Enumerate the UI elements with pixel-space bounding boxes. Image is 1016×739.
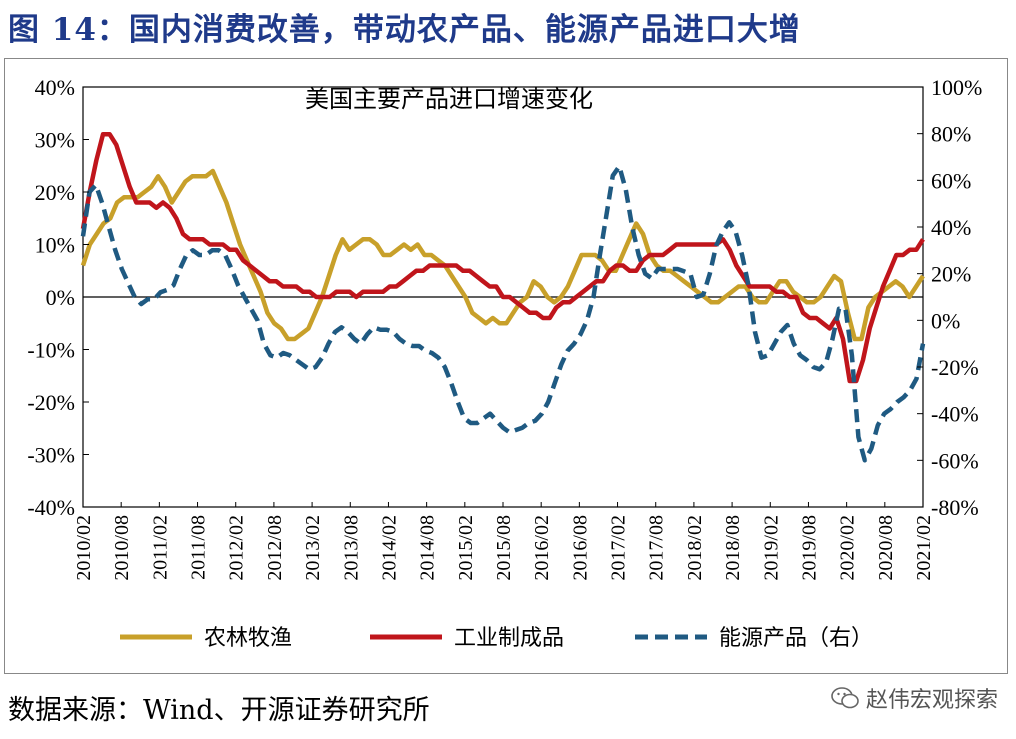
right-tick-label: 100% xyxy=(931,75,982,100)
data-source-note: 数据来源：Wind、开源证券研究所 xyxy=(8,695,430,726)
x-tick-label: 2013/02 xyxy=(302,515,324,581)
left-tick-label: 10% xyxy=(35,233,75,258)
x-tick-label: 2016/08 xyxy=(569,515,591,581)
left-tick-label: -20% xyxy=(27,390,75,415)
left-tick-label: -40% xyxy=(27,495,75,520)
x-tick-label: 2021/02 xyxy=(913,515,935,581)
x-tick-label: 2012/08 xyxy=(264,515,286,581)
right-tick-label: 80% xyxy=(931,122,971,147)
series-line-1 xyxy=(80,168,925,342)
legend-label-3: 能源产品（右） xyxy=(719,626,873,651)
right-tick-label: -20% xyxy=(931,355,979,380)
chart-container: 美国主要产品进口增速变化 -40% -30% -20% -10% 0% 10% 20% 30% 4… xyxy=(4,58,1008,674)
x-tick-label: 2015/02 xyxy=(455,515,477,581)
x-tick-label: 2019/02 xyxy=(760,515,782,581)
series-line-3 xyxy=(80,164,926,463)
x-tick-label: 2017/02 xyxy=(608,515,630,581)
right-tick-label: -80% xyxy=(931,495,979,520)
watermark-label: 赵伟宏观探索 xyxy=(865,688,998,713)
right-tick-label: 60% xyxy=(931,168,971,193)
legend-label-1: 农林牧渔 xyxy=(204,626,292,651)
watermark: 赵伟宏观探索 xyxy=(830,682,998,714)
legend-label-2: 工业制成品 xyxy=(454,626,564,651)
x-tick-label: 2011/08 xyxy=(188,515,210,580)
right-tick-label: -60% xyxy=(931,448,979,473)
x-tick-label: 2014/08 xyxy=(417,515,439,581)
left-tick-label: 0% xyxy=(46,285,75,310)
x-tick-label: 2010/08 xyxy=(111,515,133,581)
x-tick-label: 2015/08 xyxy=(493,515,515,581)
left-tick-label: -10% xyxy=(27,338,75,363)
x-tick-label: 2013/08 xyxy=(340,515,362,581)
x-tick-label: 2019/08 xyxy=(798,515,820,581)
figure-title: 图 14：国内消费改善，带动农产品、能源产品进口大增 xyxy=(8,12,801,48)
x-tick-label: 2020/08 xyxy=(875,515,897,581)
x-tick-label: 2017/08 xyxy=(646,515,668,581)
left-tick-label: 40% xyxy=(35,75,75,100)
right-tick-label: 40% xyxy=(931,215,971,240)
left-tick-label: -30% xyxy=(27,443,75,468)
right-tick-label: -40% xyxy=(931,402,979,427)
x-tick-label: 2012/02 xyxy=(226,515,248,581)
x-tick-label: 2016/02 xyxy=(531,515,553,581)
right-tick-label: 20% xyxy=(931,262,971,287)
chart-title: 美国主要产品进口增速变化 xyxy=(305,85,593,113)
wechat-icon xyxy=(831,687,859,709)
line-chart: 美国主要产品进口增速变化 -40% -30% -20% -10% 0% 10% 20% 30% 4… xyxy=(27,75,982,651)
right-tick-label: 0% xyxy=(931,308,960,333)
x-tick-label: 2014/02 xyxy=(378,515,400,581)
x-tick-label: 2018/02 xyxy=(684,515,706,581)
x-tick-label: 2020/02 xyxy=(837,515,859,581)
left-tick-label: 30% xyxy=(35,128,75,153)
x-tick-label: 2010/02 xyxy=(73,515,95,581)
x-tick-label: 2011/02 xyxy=(149,515,171,580)
x-tick-label: 2018/08 xyxy=(722,515,744,581)
left-tick-label: 20% xyxy=(35,180,75,205)
series-line-2 xyxy=(80,132,925,384)
